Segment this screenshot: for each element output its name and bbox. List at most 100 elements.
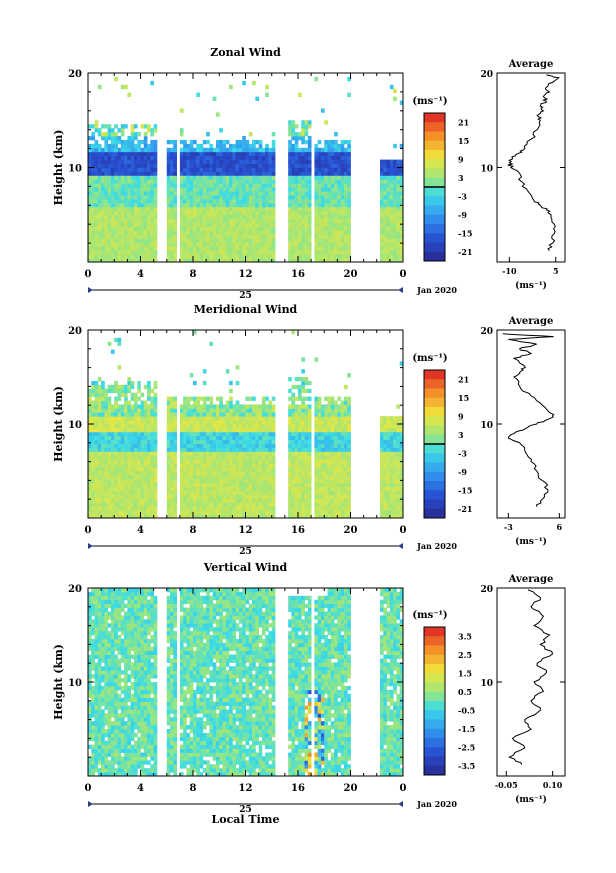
heatmap-cell [307, 124, 312, 129]
heatmap-cell [268, 191, 273, 196]
heatmap-cell [252, 427, 256, 433]
heatmap-cell [301, 380, 305, 386]
heatmap-cell [304, 412, 309, 417]
heatmap-cell [117, 416, 122, 421]
heatmap-cell [380, 474, 384, 480]
heatmap-cell [91, 474, 95, 480]
heatmap-cell [258, 510, 263, 515]
heatmap-cell [140, 226, 145, 231]
heatmap-cell [396, 471, 401, 476]
heatmap-cell [242, 439, 246, 444]
heatmap-cell [255, 183, 260, 188]
heatmap-cell [245, 404, 250, 409]
heatmap-cell [127, 92, 132, 98]
heatmap-cell [209, 171, 214, 176]
heatmap-cell [183, 139, 187, 145]
heatmap-cell [110, 151, 115, 157]
heatmap-cell [261, 427, 266, 433]
heatmap-cell [173, 210, 177, 216]
heatmap-cell [183, 463, 187, 468]
heatmap-cell [340, 514, 345, 519]
heatmap-cell [219, 183, 223, 188]
heatmap-cell [242, 254, 246, 259]
heatmap-cell [347, 179, 351, 184]
heatmap-cell [268, 514, 273, 519]
heatmap-cell [347, 420, 351, 425]
heatmap-cell [337, 435, 342, 441]
heatmap-cell [133, 206, 138, 212]
heatmap-cell [261, 238, 266, 243]
heatmap-cell [389, 187, 394, 192]
heatmap-cell [147, 459, 151, 464]
heatmap-cell [140, 202, 145, 208]
heatmap-cell [301, 408, 305, 413]
heatmap-cell [143, 206, 148, 212]
heatmap-cell [304, 388, 309, 394]
heatmap-cell [225, 494, 230, 499]
heatmap-cell [147, 179, 151, 184]
heatmap-cell [170, 490, 174, 495]
heatmap-cell [343, 467, 348, 472]
heatmap-cell [347, 474, 351, 480]
heatmap-cell [271, 455, 276, 460]
heatmap-cell [124, 159, 128, 164]
heatmap-cell [229, 439, 233, 444]
heatmap-cell [327, 416, 332, 421]
heatmap-cell [193, 195, 197, 200]
heatmap-cell [380, 494, 384, 499]
heatmap-cell [101, 455, 105, 460]
heatmap-cell [337, 443, 342, 448]
heatmap-cell [150, 132, 155, 137]
heatmap-cell [235, 482, 240, 488]
heatmap-cell [238, 455, 243, 460]
heatmap-cell [137, 416, 141, 421]
heatmap-cell [166, 467, 171, 472]
heatmap-cell [209, 463, 214, 468]
heatmap-cell [393, 179, 397, 184]
heatmap-cell [386, 254, 391, 259]
y-tick-label: 10 [68, 164, 82, 175]
heatmap-cell [320, 242, 325, 247]
heatmap-cell [294, 222, 299, 227]
heatmap-cell [327, 238, 332, 243]
profile-x-tick-label: 5 [553, 266, 559, 276]
heatmap-cell [215, 210, 220, 216]
heatmap-cell [334, 238, 338, 243]
heatmap-cell [288, 143, 292, 149]
heatmap-cell [330, 250, 335, 255]
heatmap-cell [97, 451, 102, 456]
heatmap-cell [199, 187, 204, 192]
heatmap-cell [101, 467, 105, 472]
heatmap-cell [215, 139, 220, 145]
heatmap-cell [153, 435, 158, 441]
heatmap-cell [291, 238, 296, 243]
heatmap-cell [133, 443, 138, 448]
heatmap-cell [327, 246, 332, 251]
heatmap-cell [137, 234, 141, 239]
heatmap-cell [258, 151, 263, 157]
heatmap-cell [222, 171, 227, 176]
heatmap-cell [193, 234, 197, 239]
heatmap-cell [110, 459, 115, 464]
heatmap-cell [193, 451, 197, 456]
heatmap-cell [317, 151, 322, 157]
heatmap-cell [238, 439, 243, 444]
heatmap-cell [383, 510, 387, 515]
heatmap-cell [140, 210, 145, 216]
heatmap-cell [124, 171, 128, 176]
heatmap-cell [229, 502, 233, 507]
heatmap-cell [317, 420, 322, 425]
heatmap-cell [94, 451, 99, 456]
heatmap-cell [238, 191, 243, 196]
heatmap-cell [114, 191, 118, 196]
heatmap-cell [232, 502, 237, 507]
heatmap-cell [107, 467, 112, 472]
heatmap-cell [94, 214, 99, 220]
heatmap-cell [110, 246, 115, 251]
heatmap-cell [389, 420, 394, 425]
heatmap-cell [268, 510, 273, 515]
heatmap-cell [396, 494, 401, 499]
heatmap-cell [170, 439, 174, 444]
heatmap-cell [245, 447, 250, 452]
heatmap-cell [206, 459, 210, 464]
